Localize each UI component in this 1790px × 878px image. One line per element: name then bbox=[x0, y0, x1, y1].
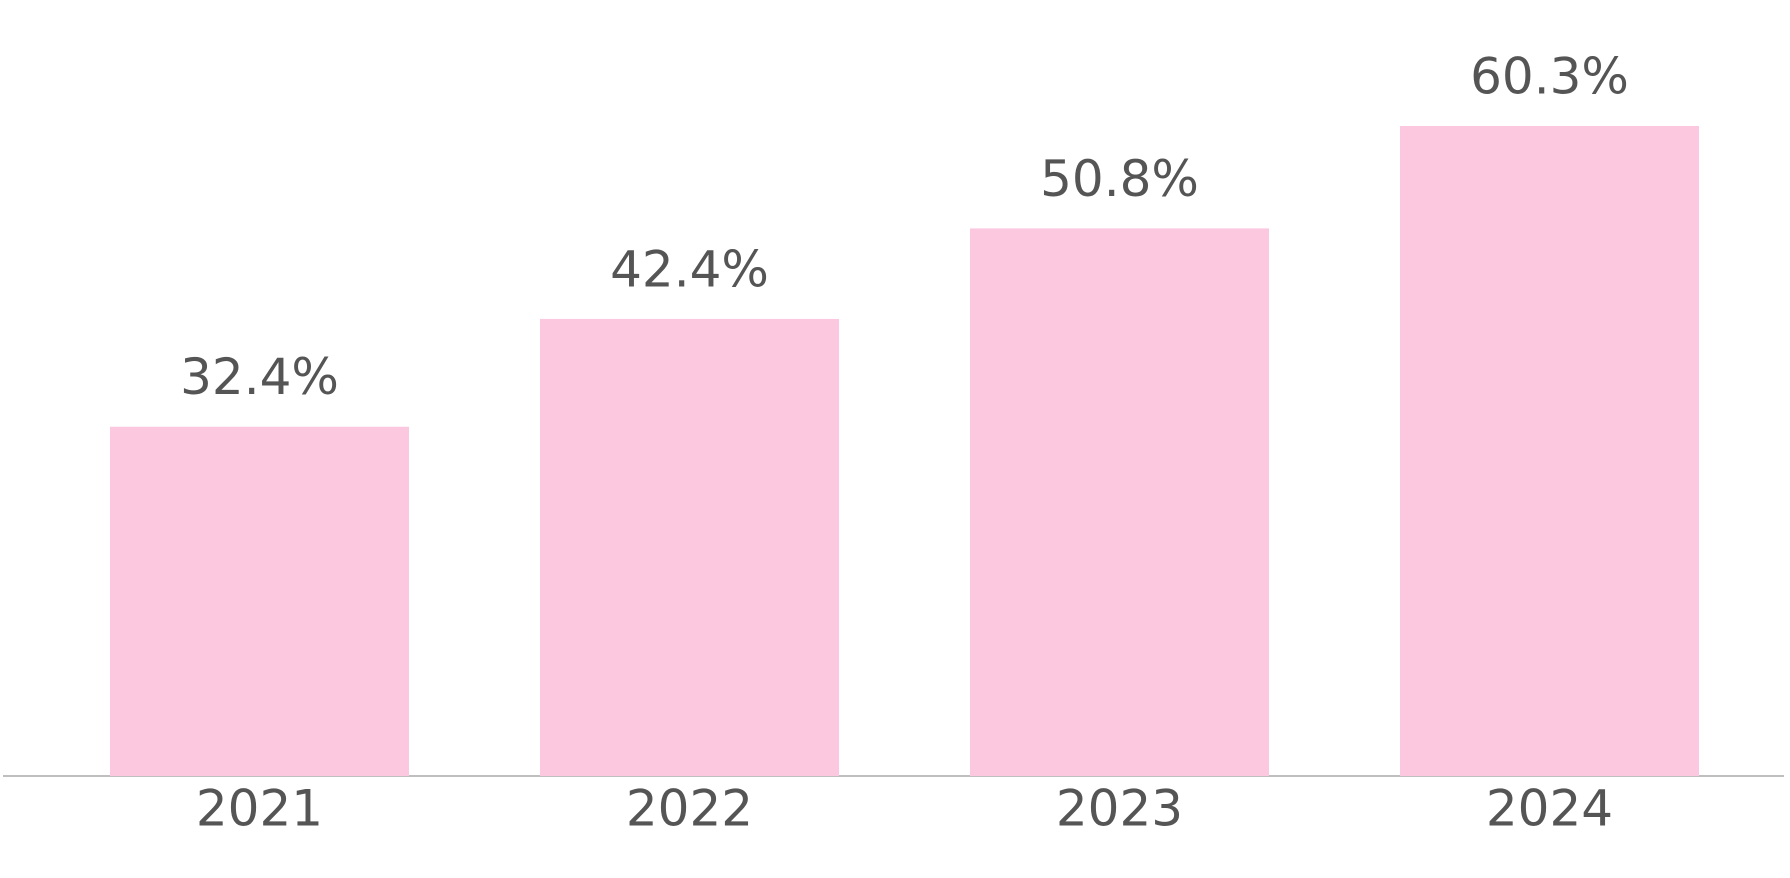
bar bbox=[1400, 126, 1699, 776]
value-label: 50.8% bbox=[1040, 150, 1199, 208]
x-tick-label: 2024 bbox=[1486, 780, 1613, 838]
bar bbox=[970, 228, 1269, 776]
x-tick-label: 2021 bbox=[196, 780, 323, 838]
value-label: 42.4% bbox=[610, 240, 769, 298]
x-tick-label: 2022 bbox=[626, 780, 753, 838]
x-tick-label: 2023 bbox=[1056, 780, 1183, 838]
bar bbox=[110, 426, 409, 776]
bar bbox=[540, 318, 839, 776]
value-label: 60.3% bbox=[1470, 48, 1629, 106]
value-label: 32.4% bbox=[180, 348, 339, 406]
